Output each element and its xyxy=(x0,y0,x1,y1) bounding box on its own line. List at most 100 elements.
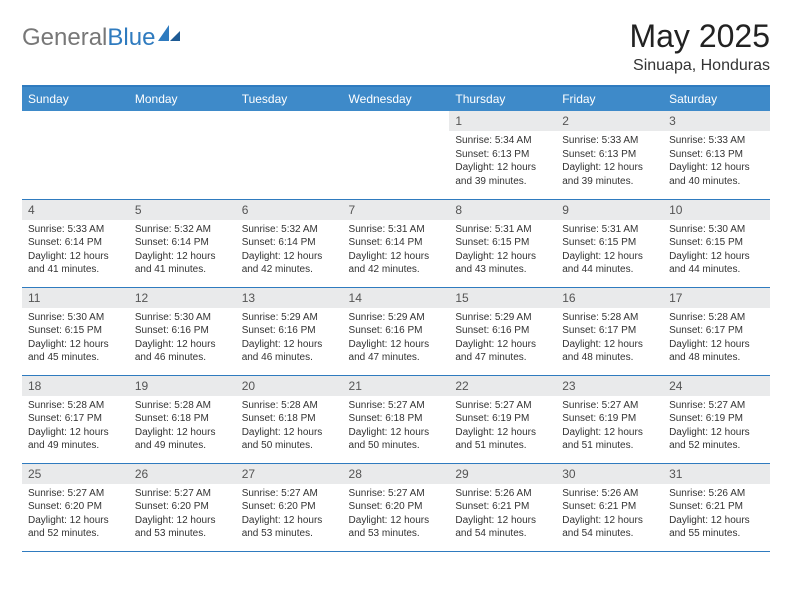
table-row: 11Sunrise: 5:30 AMSunset: 6:15 PMDayligh… xyxy=(22,287,770,375)
day-number: 21 xyxy=(343,376,450,396)
day-cell: 16Sunrise: 5:28 AMSunset: 6:17 PMDayligh… xyxy=(556,287,663,375)
page-title: May 2025 xyxy=(629,18,770,55)
col-header: Friday xyxy=(556,87,663,111)
title-block: May 2025 Sinuapa, Honduras xyxy=(629,18,770,75)
calendar-table: SundayMondayTuesdayWednesdayThursdayFrid… xyxy=(22,87,770,552)
day-detail: Sunrise: 5:26 AMSunset: 6:21 PMDaylight:… xyxy=(663,484,770,545)
day-detail: Sunrise: 5:27 AMSunset: 6:19 PMDaylight:… xyxy=(556,396,663,457)
day-number: 11 xyxy=(22,288,129,308)
day-cell: 10Sunrise: 5:30 AMSunset: 6:15 PMDayligh… xyxy=(663,199,770,287)
day-detail: Sunrise: 5:26 AMSunset: 6:21 PMDaylight:… xyxy=(449,484,556,545)
day-detail: Sunrise: 5:32 AMSunset: 6:14 PMDaylight:… xyxy=(129,220,236,281)
calendar-body: 1Sunrise: 5:34 AMSunset: 6:13 PMDaylight… xyxy=(22,111,770,551)
table-row: 1Sunrise: 5:34 AMSunset: 6:13 PMDaylight… xyxy=(22,111,770,199)
day-detail: Sunrise: 5:30 AMSunset: 6:16 PMDaylight:… xyxy=(129,308,236,369)
col-header: Thursday xyxy=(449,87,556,111)
day-number: 24 xyxy=(663,376,770,396)
day-number: 2 xyxy=(556,111,663,131)
day-cell: 21Sunrise: 5:27 AMSunset: 6:18 PMDayligh… xyxy=(343,375,450,463)
logo-text-1: General xyxy=(22,24,107,52)
day-number: 3 xyxy=(663,111,770,131)
day-number: 1 xyxy=(449,111,556,131)
day-cell: 6Sunrise: 5:32 AMSunset: 6:14 PMDaylight… xyxy=(236,199,343,287)
day-cell: 1Sunrise: 5:34 AMSunset: 6:13 PMDaylight… xyxy=(449,111,556,199)
day-cell: 25Sunrise: 5:27 AMSunset: 6:20 PMDayligh… xyxy=(22,463,129,551)
day-number: 5 xyxy=(129,200,236,220)
table-row: 4Sunrise: 5:33 AMSunset: 6:14 PMDaylight… xyxy=(22,199,770,287)
day-cell: 2Sunrise: 5:33 AMSunset: 6:13 PMDaylight… xyxy=(556,111,663,199)
logo-sail-icon xyxy=(157,24,181,42)
logo: GeneralBlue xyxy=(22,18,181,52)
day-number: 18 xyxy=(22,376,129,396)
day-number: 13 xyxy=(236,288,343,308)
day-detail: Sunrise: 5:29 AMSunset: 6:16 PMDaylight:… xyxy=(343,308,450,369)
day-detail: Sunrise: 5:26 AMSunset: 6:21 PMDaylight:… xyxy=(556,484,663,545)
col-header: Saturday xyxy=(663,87,770,111)
day-detail: Sunrise: 5:27 AMSunset: 6:20 PMDaylight:… xyxy=(129,484,236,545)
day-detail: Sunrise: 5:31 AMSunset: 6:15 PMDaylight:… xyxy=(556,220,663,281)
day-cell: 27Sunrise: 5:27 AMSunset: 6:20 PMDayligh… xyxy=(236,463,343,551)
day-detail: Sunrise: 5:30 AMSunset: 6:15 PMDaylight:… xyxy=(663,220,770,281)
day-detail: Sunrise: 5:27 AMSunset: 6:20 PMDaylight:… xyxy=(22,484,129,545)
day-cell: 14Sunrise: 5:29 AMSunset: 6:16 PMDayligh… xyxy=(343,287,450,375)
day-cell: 19Sunrise: 5:28 AMSunset: 6:18 PMDayligh… xyxy=(129,375,236,463)
day-cell xyxy=(129,111,236,199)
day-cell: 24Sunrise: 5:27 AMSunset: 6:19 PMDayligh… xyxy=(663,375,770,463)
day-cell xyxy=(236,111,343,199)
day-number: 6 xyxy=(236,200,343,220)
day-number: 16 xyxy=(556,288,663,308)
day-cell: 17Sunrise: 5:28 AMSunset: 6:17 PMDayligh… xyxy=(663,287,770,375)
day-number: 4 xyxy=(22,200,129,220)
day-detail: Sunrise: 5:31 AMSunset: 6:14 PMDaylight:… xyxy=(343,220,450,281)
day-detail: Sunrise: 5:29 AMSunset: 6:16 PMDaylight:… xyxy=(449,308,556,369)
day-detail: Sunrise: 5:31 AMSunset: 6:15 PMDaylight:… xyxy=(449,220,556,281)
day-detail: Sunrise: 5:28 AMSunset: 6:17 PMDaylight:… xyxy=(556,308,663,369)
header: GeneralBlue May 2025 Sinuapa, Honduras xyxy=(22,18,770,75)
day-detail: Sunrise: 5:29 AMSunset: 6:16 PMDaylight:… xyxy=(236,308,343,369)
day-cell: 12Sunrise: 5:30 AMSunset: 6:16 PMDayligh… xyxy=(129,287,236,375)
day-cell: 7Sunrise: 5:31 AMSunset: 6:14 PMDaylight… xyxy=(343,199,450,287)
day-cell xyxy=(343,111,450,199)
day-number: 27 xyxy=(236,464,343,484)
day-number: 17 xyxy=(663,288,770,308)
col-header: Tuesday xyxy=(236,87,343,111)
location-label: Sinuapa, Honduras xyxy=(629,57,770,75)
day-cell: 18Sunrise: 5:28 AMSunset: 6:17 PMDayligh… xyxy=(22,375,129,463)
day-detail: Sunrise: 5:27 AMSunset: 6:18 PMDaylight:… xyxy=(343,396,450,457)
day-detail: Sunrise: 5:34 AMSunset: 6:13 PMDaylight:… xyxy=(449,131,556,192)
day-number: 9 xyxy=(556,200,663,220)
day-number: 7 xyxy=(343,200,450,220)
day-cell: 4Sunrise: 5:33 AMSunset: 6:14 PMDaylight… xyxy=(22,199,129,287)
day-number: 22 xyxy=(449,376,556,396)
day-detail: Sunrise: 5:30 AMSunset: 6:15 PMDaylight:… xyxy=(22,308,129,369)
day-cell: 23Sunrise: 5:27 AMSunset: 6:19 PMDayligh… xyxy=(556,375,663,463)
day-cell: 28Sunrise: 5:27 AMSunset: 6:20 PMDayligh… xyxy=(343,463,450,551)
day-number: 15 xyxy=(449,288,556,308)
day-number: 12 xyxy=(129,288,236,308)
day-number: 30 xyxy=(556,464,663,484)
day-detail: Sunrise: 5:33 AMSunset: 6:13 PMDaylight:… xyxy=(663,131,770,192)
table-row: 25Sunrise: 5:27 AMSunset: 6:20 PMDayligh… xyxy=(22,463,770,551)
day-cell: 31Sunrise: 5:26 AMSunset: 6:21 PMDayligh… xyxy=(663,463,770,551)
day-cell: 22Sunrise: 5:27 AMSunset: 6:19 PMDayligh… xyxy=(449,375,556,463)
day-detail: Sunrise: 5:28 AMSunset: 6:17 PMDaylight:… xyxy=(663,308,770,369)
logo-text-2: Blue xyxy=(107,24,155,52)
day-number: 19 xyxy=(129,376,236,396)
day-number: 29 xyxy=(449,464,556,484)
day-cell: 29Sunrise: 5:26 AMSunset: 6:21 PMDayligh… xyxy=(449,463,556,551)
day-detail: Sunrise: 5:33 AMSunset: 6:13 PMDaylight:… xyxy=(556,131,663,192)
day-cell: 13Sunrise: 5:29 AMSunset: 6:16 PMDayligh… xyxy=(236,287,343,375)
day-number: 31 xyxy=(663,464,770,484)
day-detail: Sunrise: 5:28 AMSunset: 6:18 PMDaylight:… xyxy=(236,396,343,457)
day-number: 28 xyxy=(343,464,450,484)
day-cell xyxy=(22,111,129,199)
day-detail: Sunrise: 5:27 AMSunset: 6:20 PMDaylight:… xyxy=(236,484,343,545)
day-number: 20 xyxy=(236,376,343,396)
day-detail: Sunrise: 5:28 AMSunset: 6:18 PMDaylight:… xyxy=(129,396,236,457)
day-number: 8 xyxy=(449,200,556,220)
day-number: 26 xyxy=(129,464,236,484)
col-header: Wednesday xyxy=(343,87,450,111)
day-cell: 5Sunrise: 5:32 AMSunset: 6:14 PMDaylight… xyxy=(129,199,236,287)
day-detail: Sunrise: 5:28 AMSunset: 6:17 PMDaylight:… xyxy=(22,396,129,457)
day-detail: Sunrise: 5:32 AMSunset: 6:14 PMDaylight:… xyxy=(236,220,343,281)
